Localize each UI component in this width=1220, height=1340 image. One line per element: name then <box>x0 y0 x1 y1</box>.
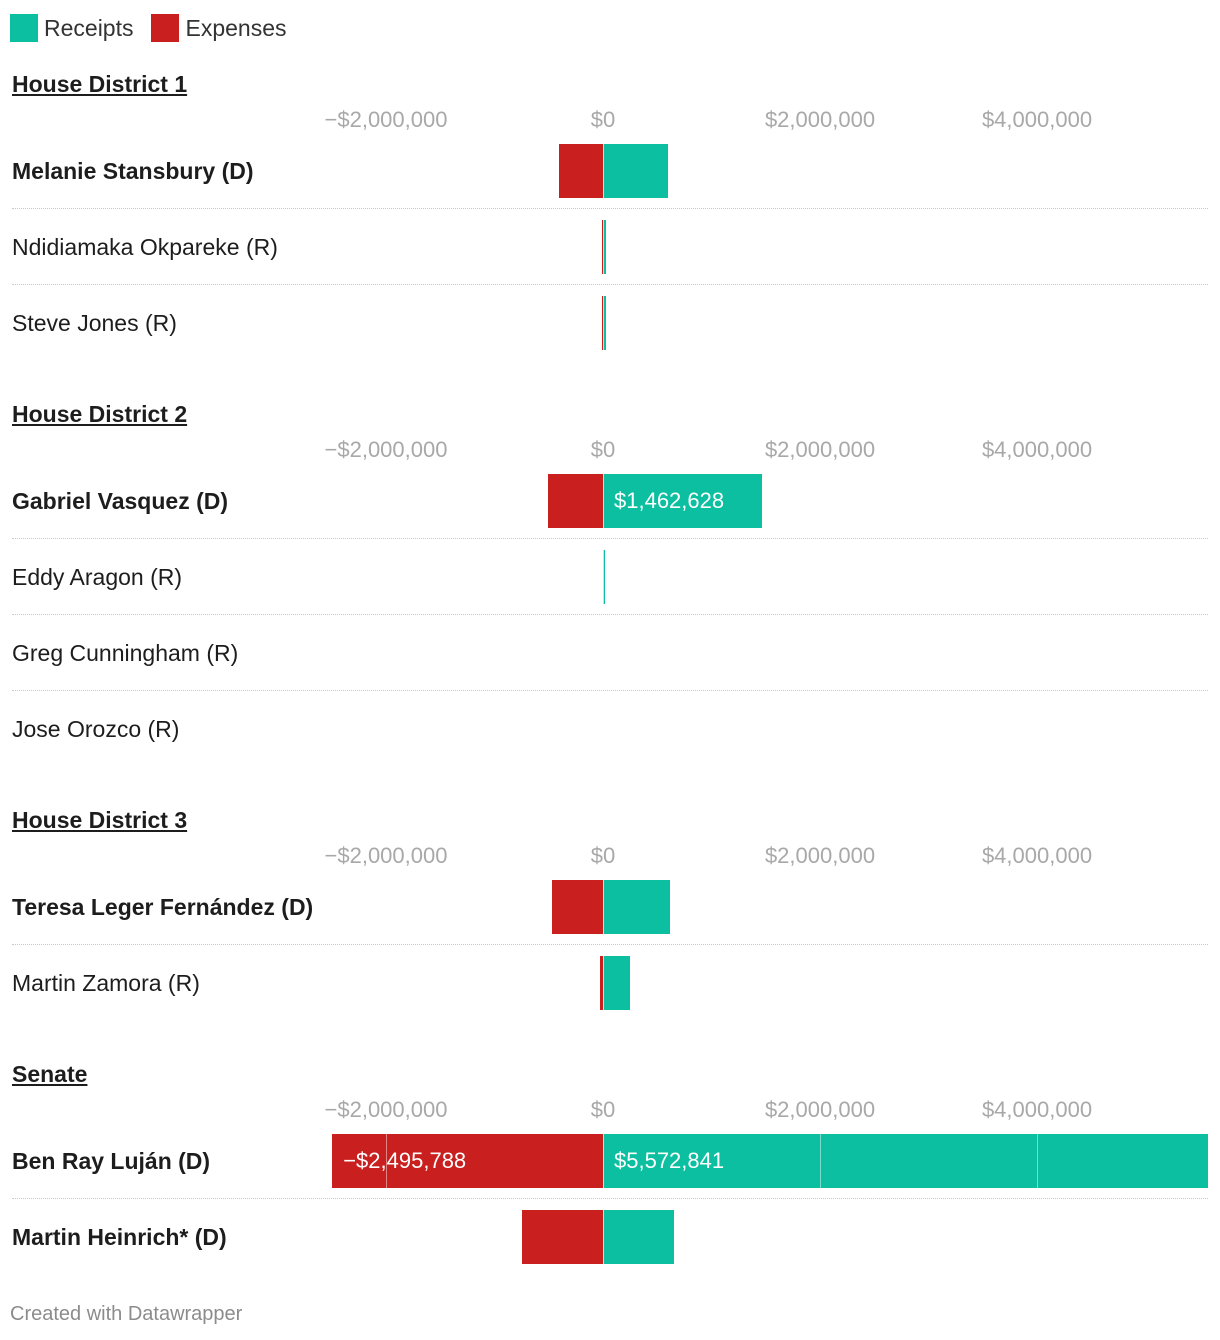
gridline-overlay <box>820 1134 821 1188</box>
tick-label: $0 <box>590 107 616 132</box>
bar-receipts <box>603 880 671 934</box>
zero-divider <box>603 144 604 198</box>
section-title-house-district-1: House District 1 <box>12 71 188 97</box>
legend-label-expenses: Expenses <box>185 14 287 41</box>
bar-expenses <box>552 880 603 934</box>
row-label: Gabriel Vasquez (D) <box>12 488 229 514</box>
zero-divider <box>603 220 604 274</box>
bar-receipts <box>603 220 607 274</box>
zero-divider <box>603 550 604 604</box>
bar-expenses <box>601 220 604 274</box>
tick-label: $4,000,000 <box>981 107 1093 132</box>
section-title-senate: Senate <box>12 1061 88 1087</box>
value-label-receipts: $1,462,628 <box>614 488 725 513</box>
bar-receipts <box>603 956 631 1010</box>
zero-divider <box>603 474 604 528</box>
row-label: Martin Heinrich* (D) <box>12 1224 227 1250</box>
tick-label: −$2,000,000 <box>324 1097 448 1122</box>
bar-receipts <box>603 550 605 604</box>
section-title-house-district-2: House District 2 <box>12 401 188 427</box>
bar-expenses <box>599 956 603 1010</box>
row-label: Jose Orozco (R) <box>12 716 180 742</box>
gridline-overlay <box>1037 1134 1038 1188</box>
value-label-receipts: $5,572,841 <box>614 1148 725 1173</box>
tick-label: $2,000,000 <box>764 107 876 132</box>
tick-label: $0 <box>590 1097 616 1122</box>
row-label: Ben Ray Luján (D) <box>12 1148 211 1174</box>
bar-expenses <box>522 1210 603 1264</box>
tick-label: $0 <box>590 843 616 868</box>
legend-item-receipts: Receipts <box>10 14 133 42</box>
row-separator <box>12 690 1208 691</box>
bar-expenses <box>332 1134 603 1188</box>
row-label: Ndidiamaka Okpareke (R) <box>12 234 278 260</box>
row-label: Martin Zamora (R) <box>12 970 200 996</box>
tick-label: −$2,000,000 <box>324 107 448 132</box>
row-label: Greg Cunningham (R) <box>12 640 239 666</box>
zero-divider <box>603 1134 604 1188</box>
tick-label: $0 <box>590 437 616 462</box>
row-separator <box>12 944 1208 945</box>
legend-swatch-receipts <box>10 14 38 42</box>
legend: Receipts Expenses <box>10 14 305 42</box>
tick-label: $4,000,000 <box>981 843 1093 868</box>
bar-receipts <box>603 474 762 528</box>
tick-label: −$2,000,000 <box>324 843 448 868</box>
bar-receipts <box>603 144 669 198</box>
zero-divider <box>603 956 604 1010</box>
row-separator <box>12 614 1208 615</box>
row-separator <box>12 208 1208 209</box>
row-separator <box>12 284 1208 285</box>
tick-label: $4,000,000 <box>981 1097 1093 1122</box>
row-separator <box>12 1198 1208 1199</box>
row-label: Steve Jones (R) <box>12 310 177 336</box>
tick-label: $2,000,000 <box>764 1097 876 1122</box>
bar-receipts <box>603 1210 675 1264</box>
section-title-house-district-3: House District 3 <box>12 807 188 833</box>
legend-swatch-expenses <box>151 14 180 42</box>
gridline-overlay <box>386 1134 387 1188</box>
zero-divider <box>603 880 604 934</box>
legend-label-receipts: Receipts <box>44 14 134 41</box>
tick-label: $2,000,000 <box>764 437 876 462</box>
bar-expenses <box>601 296 604 350</box>
bar-expenses <box>547 474 603 528</box>
bar-receipts <box>603 1134 1208 1188</box>
row-separator <box>12 538 1208 539</box>
row-label: Eddy Aragon (R) <box>12 564 183 590</box>
legend-item-expenses: Expenses <box>151 14 287 42</box>
footer-credit: Created with Datawrapper <box>10 1303 243 1325</box>
zero-divider <box>603 1210 604 1264</box>
tick-label: $4,000,000 <box>981 437 1093 462</box>
value-label-expenses: −$2,495,788 <box>343 1148 467 1173</box>
tick-label: $2,000,000 <box>764 843 876 868</box>
row-label: Melanie Stansbury (D) <box>12 158 254 184</box>
zero-divider <box>603 296 604 350</box>
bar-receipts <box>603 296 606 350</box>
tick-label: −$2,000,000 <box>324 437 448 462</box>
bar-expenses <box>558 144 603 198</box>
row-label: Teresa Leger Fernández (D) <box>12 894 314 920</box>
